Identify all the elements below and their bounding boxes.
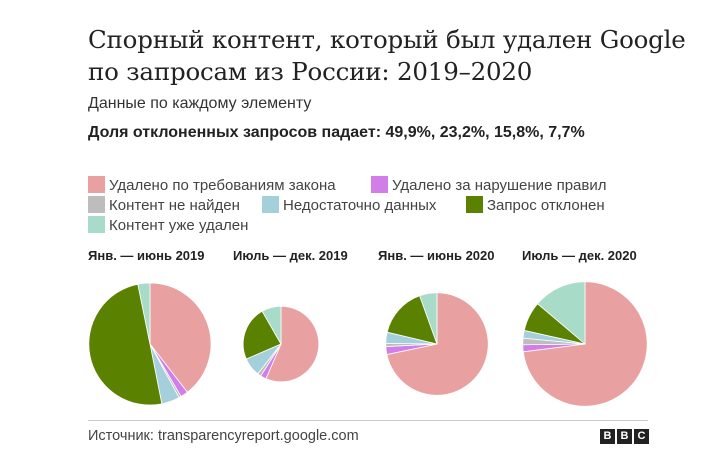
legend-label: Контент не найден	[109, 197, 240, 214]
legend-swatch	[371, 176, 388, 193]
legend-label: Запрос отклонен	[487, 197, 605, 214]
legend-swatch	[466, 196, 483, 213]
legend-item-not-found: Контент не найден	[88, 195, 240, 216]
legend-item-law: Удалено по требованиям закона	[88, 175, 336, 196]
source-note: Источник: transparencyreport.google.com	[88, 428, 359, 444]
bbc-logo-block: C	[634, 429, 649, 444]
legend-swatch	[88, 196, 105, 213]
pie-slice-already-removed	[536, 281, 586, 345]
pie-slice-law	[149, 282, 212, 393]
pie-slice-already-removed	[419, 292, 438, 345]
pie-label-h2-2020: Июль — дек. 2020	[522, 248, 637, 263]
pie-label-h1-2020: Янв. — июнь 2020	[378, 248, 495, 263]
pie-h1-2019	[88, 282, 212, 406]
legend-item-already-removed: Контент уже удален	[88, 215, 248, 236]
chart-title: Спорный контент, который был удален Goog…	[88, 25, 686, 86]
legend-swatch	[88, 176, 105, 193]
legend-swatch	[262, 196, 279, 213]
legend-label: Удалено за нарушение правил	[392, 177, 607, 194]
pie-slice-law	[386, 292, 489, 396]
pie-h2-2020	[522, 281, 648, 407]
legend-item-denied: Запрос отклонен	[466, 195, 605, 216]
legend-item-rules: Удалено за нарушение правил	[371, 175, 606, 196]
pie-slice-law	[265, 305, 320, 383]
legend-label: Недостаточно данных	[283, 197, 437, 214]
pie-label-h1-2019: Янв. — июнь 2019	[88, 248, 205, 263]
pie-label-h2-2019: Июль — дек. 2019	[233, 248, 348, 263]
bbc-logo-block: B	[617, 429, 632, 444]
pie-h2-2019	[242, 305, 320, 383]
bbc-logo-block: B	[600, 429, 615, 444]
pie-slice-already-removed	[137, 282, 151, 345]
chart-note: Доля отклоненных запросов падает: 49,9%,…	[88, 124, 585, 141]
legend-label: Удалено по требованиям закона	[109, 177, 336, 194]
legend-label: Контент уже удален	[109, 217, 249, 234]
footer-divider	[88, 420, 648, 421]
pie-slice-already-removed	[261, 305, 282, 346]
bbc-logo: B B C	[600, 429, 649, 444]
pie-slice-denied	[88, 283, 163, 406]
pie-slice-denied	[242, 310, 282, 360]
legend-swatch	[88, 216, 105, 233]
pie-slice-denied	[386, 295, 438, 345]
chart-subtitle: Данные по каждому элементу	[88, 95, 312, 112]
pie-h1-2020	[385, 292, 489, 396]
legend-item-insufficient: Недостаточно данных	[262, 195, 436, 216]
